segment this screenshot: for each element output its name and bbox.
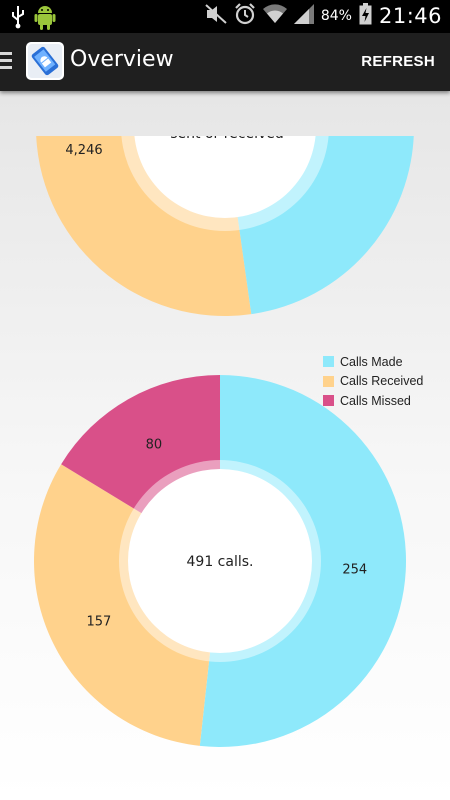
charts-canvas: sent or received 4,246 254 157 80 491 calls. xyxy=(34,126,414,747)
android-icon xyxy=(34,4,56,34)
battery-percent: 84% xyxy=(320,8,352,24)
legend-item: Calls Made xyxy=(323,352,423,372)
legend-label: Calls Missed xyxy=(340,393,411,408)
legend-label: Calls Made xyxy=(340,354,403,369)
mute-icon xyxy=(205,4,227,28)
status-bar: 84% 21:46 xyxy=(0,0,450,33)
overview-content[interactable]: sent or received 4,246 254 157 80 491 calls. … xyxy=(0,91,450,800)
data-label-calls-received: 157 xyxy=(86,615,111,630)
legend-swatch xyxy=(323,356,334,368)
refresh-button[interactable]: REFRESH xyxy=(361,53,435,70)
legend-item: Calls Received xyxy=(323,372,423,392)
sms-center-label: sent or received xyxy=(170,126,284,142)
screen-title: Overview xyxy=(70,47,174,72)
signal-icon xyxy=(293,4,314,28)
menu-icon[interactable] xyxy=(0,52,12,72)
legend-item: Calls Missed xyxy=(323,391,423,411)
legend-label: Calls Received xyxy=(340,374,424,389)
data-label-calls-made: 254 xyxy=(342,562,367,577)
legend-swatch xyxy=(323,375,334,387)
clock: 21:46 xyxy=(378,4,442,28)
calls-legend: Calls Made Calls Received Calls Missed xyxy=(323,352,423,411)
battery-icon xyxy=(359,3,372,29)
donut-hole xyxy=(134,136,316,218)
data-label-received: 4,246 xyxy=(65,143,102,158)
action-bar: Overview REFRESH xyxy=(0,33,450,91)
wifi-icon xyxy=(262,4,287,28)
data-label-calls-missed: 80 xyxy=(146,437,163,452)
sms-donut-chart: sent or received 4,246 xyxy=(36,126,414,316)
donut-hole xyxy=(128,469,312,653)
app-logo-icon[interactable] xyxy=(26,42,64,80)
usb-icon xyxy=(10,5,26,33)
legend-swatch xyxy=(323,395,334,407)
calls-center-label: 491 calls. xyxy=(187,554,254,570)
calls-donut-chart: 254 157 80 491 calls. xyxy=(34,375,407,747)
alarm-icon xyxy=(234,3,256,29)
